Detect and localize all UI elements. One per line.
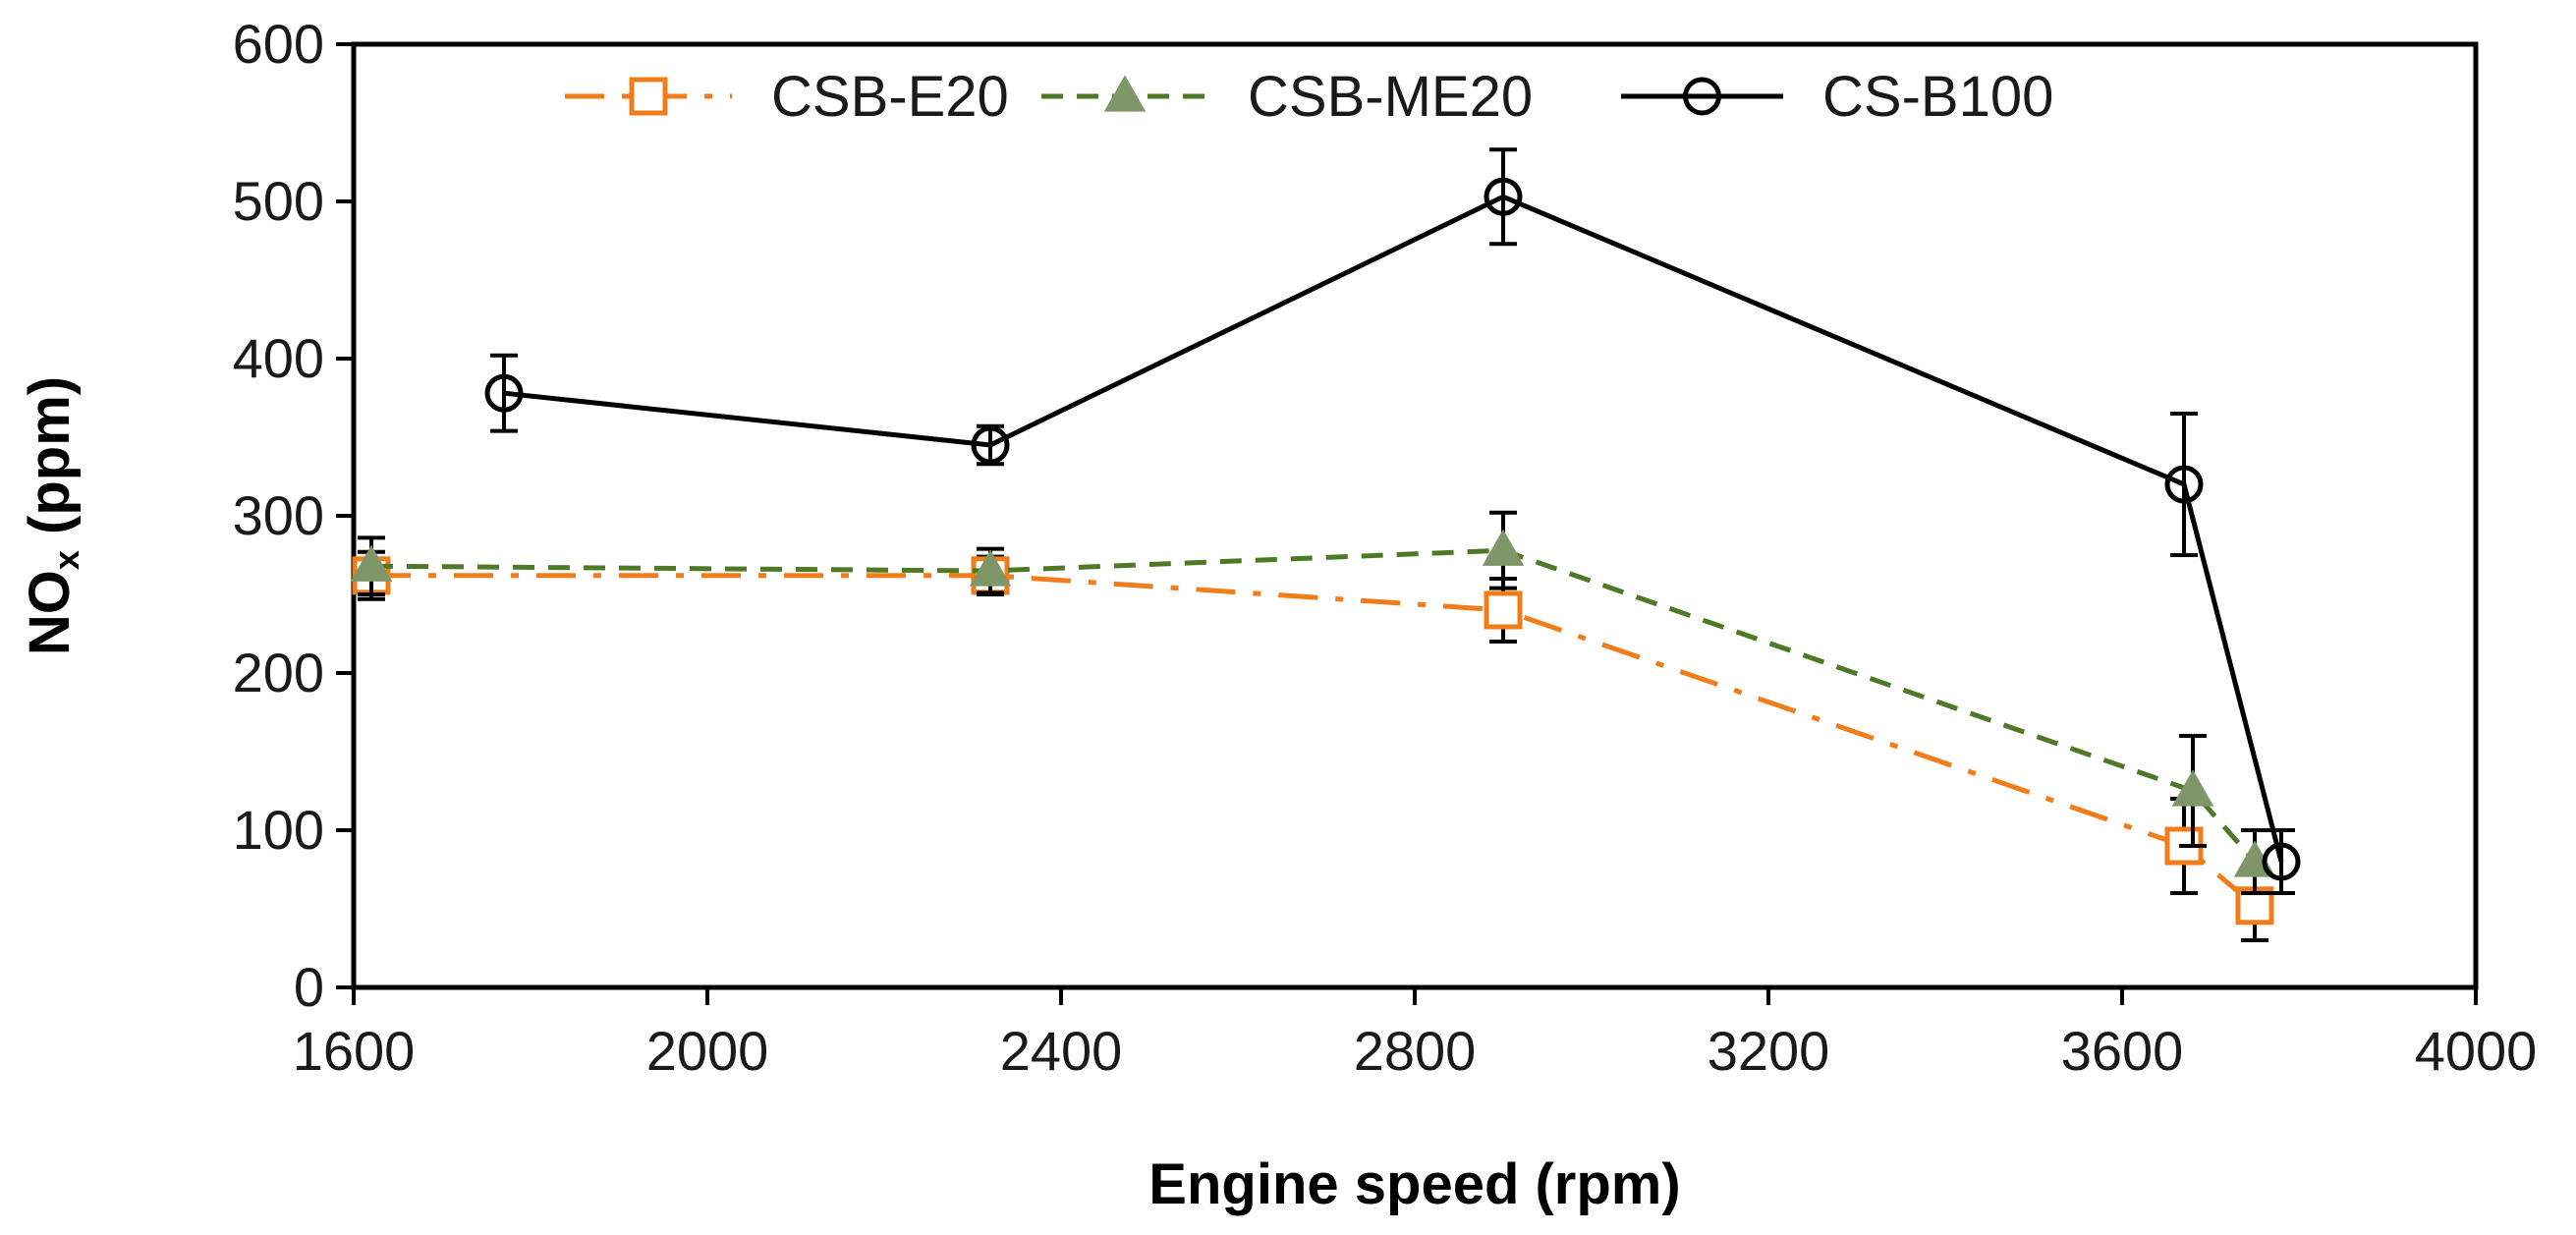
x-tick-label: 4000: [2415, 1020, 2538, 1082]
y-tick-label: 500: [233, 170, 324, 232]
y-axis-title-main: NO: [18, 570, 82, 655]
series-cs-b100: [484, 147, 2301, 895]
legend-label: CSB-ME20: [1248, 65, 1533, 129]
data-point-marker: [629, 77, 668, 116]
y-tick-label: 400: [233, 327, 324, 389]
x-tick-label: 3200: [1708, 1020, 1830, 1082]
data-point-marker: [484, 373, 524, 413]
y-axis-title-subscript: x: [46, 550, 86, 570]
y-axis-title: NOx (ppm): [18, 376, 86, 655]
legend-label: CSB-E20: [771, 65, 1009, 129]
x-tick-label: 1600: [293, 1020, 416, 1082]
data-point-marker: [969, 549, 1012, 587]
legend-label: CS-B100: [1822, 65, 2053, 129]
legend: CSB-E20 CSB-ME20 CS-B100: [565, 65, 2053, 129]
x-tick-label: 2800: [1354, 1020, 1477, 1082]
data-point-marker: [1683, 77, 1721, 116]
y-tick-label: 100: [233, 799, 324, 861]
y-tick-label: 0: [294, 956, 324, 1018]
x-tick-label: 3600: [2061, 1020, 2184, 1082]
x-axis-title: Engine speed (rpm): [1148, 1152, 1680, 1216]
y-axis: 0 100 200 300 400 500 600: [233, 13, 354, 1018]
plot-area: [351, 41, 2479, 990]
data-point-marker: [1484, 177, 1523, 216]
x-tick-label: 2400: [1000, 1020, 1123, 1082]
y-axis-title-unit: (ppm): [18, 376, 82, 550]
x-tick-label: 2000: [646, 1020, 769, 1082]
y-tick-label: 600: [233, 13, 324, 75]
data-point-marker: [350, 544, 393, 582]
x-axis: 1600 2000 2400 2800 3200 3600 4000: [293, 987, 2538, 1082]
series-layer: [350, 147, 2301, 942]
y-tick-label: 300: [233, 484, 324, 546]
data-point-marker: [1482, 529, 1525, 566]
data-point-marker: [971, 425, 1010, 465]
data-point-marker: [1103, 75, 1147, 112]
data-point-marker: [2164, 465, 2204, 504]
data-point-marker: [1484, 590, 1523, 630]
data-point-marker: [2262, 842, 2301, 881]
data-point-marker: [2171, 769, 2214, 807]
y-tick-label: 200: [233, 642, 324, 703]
